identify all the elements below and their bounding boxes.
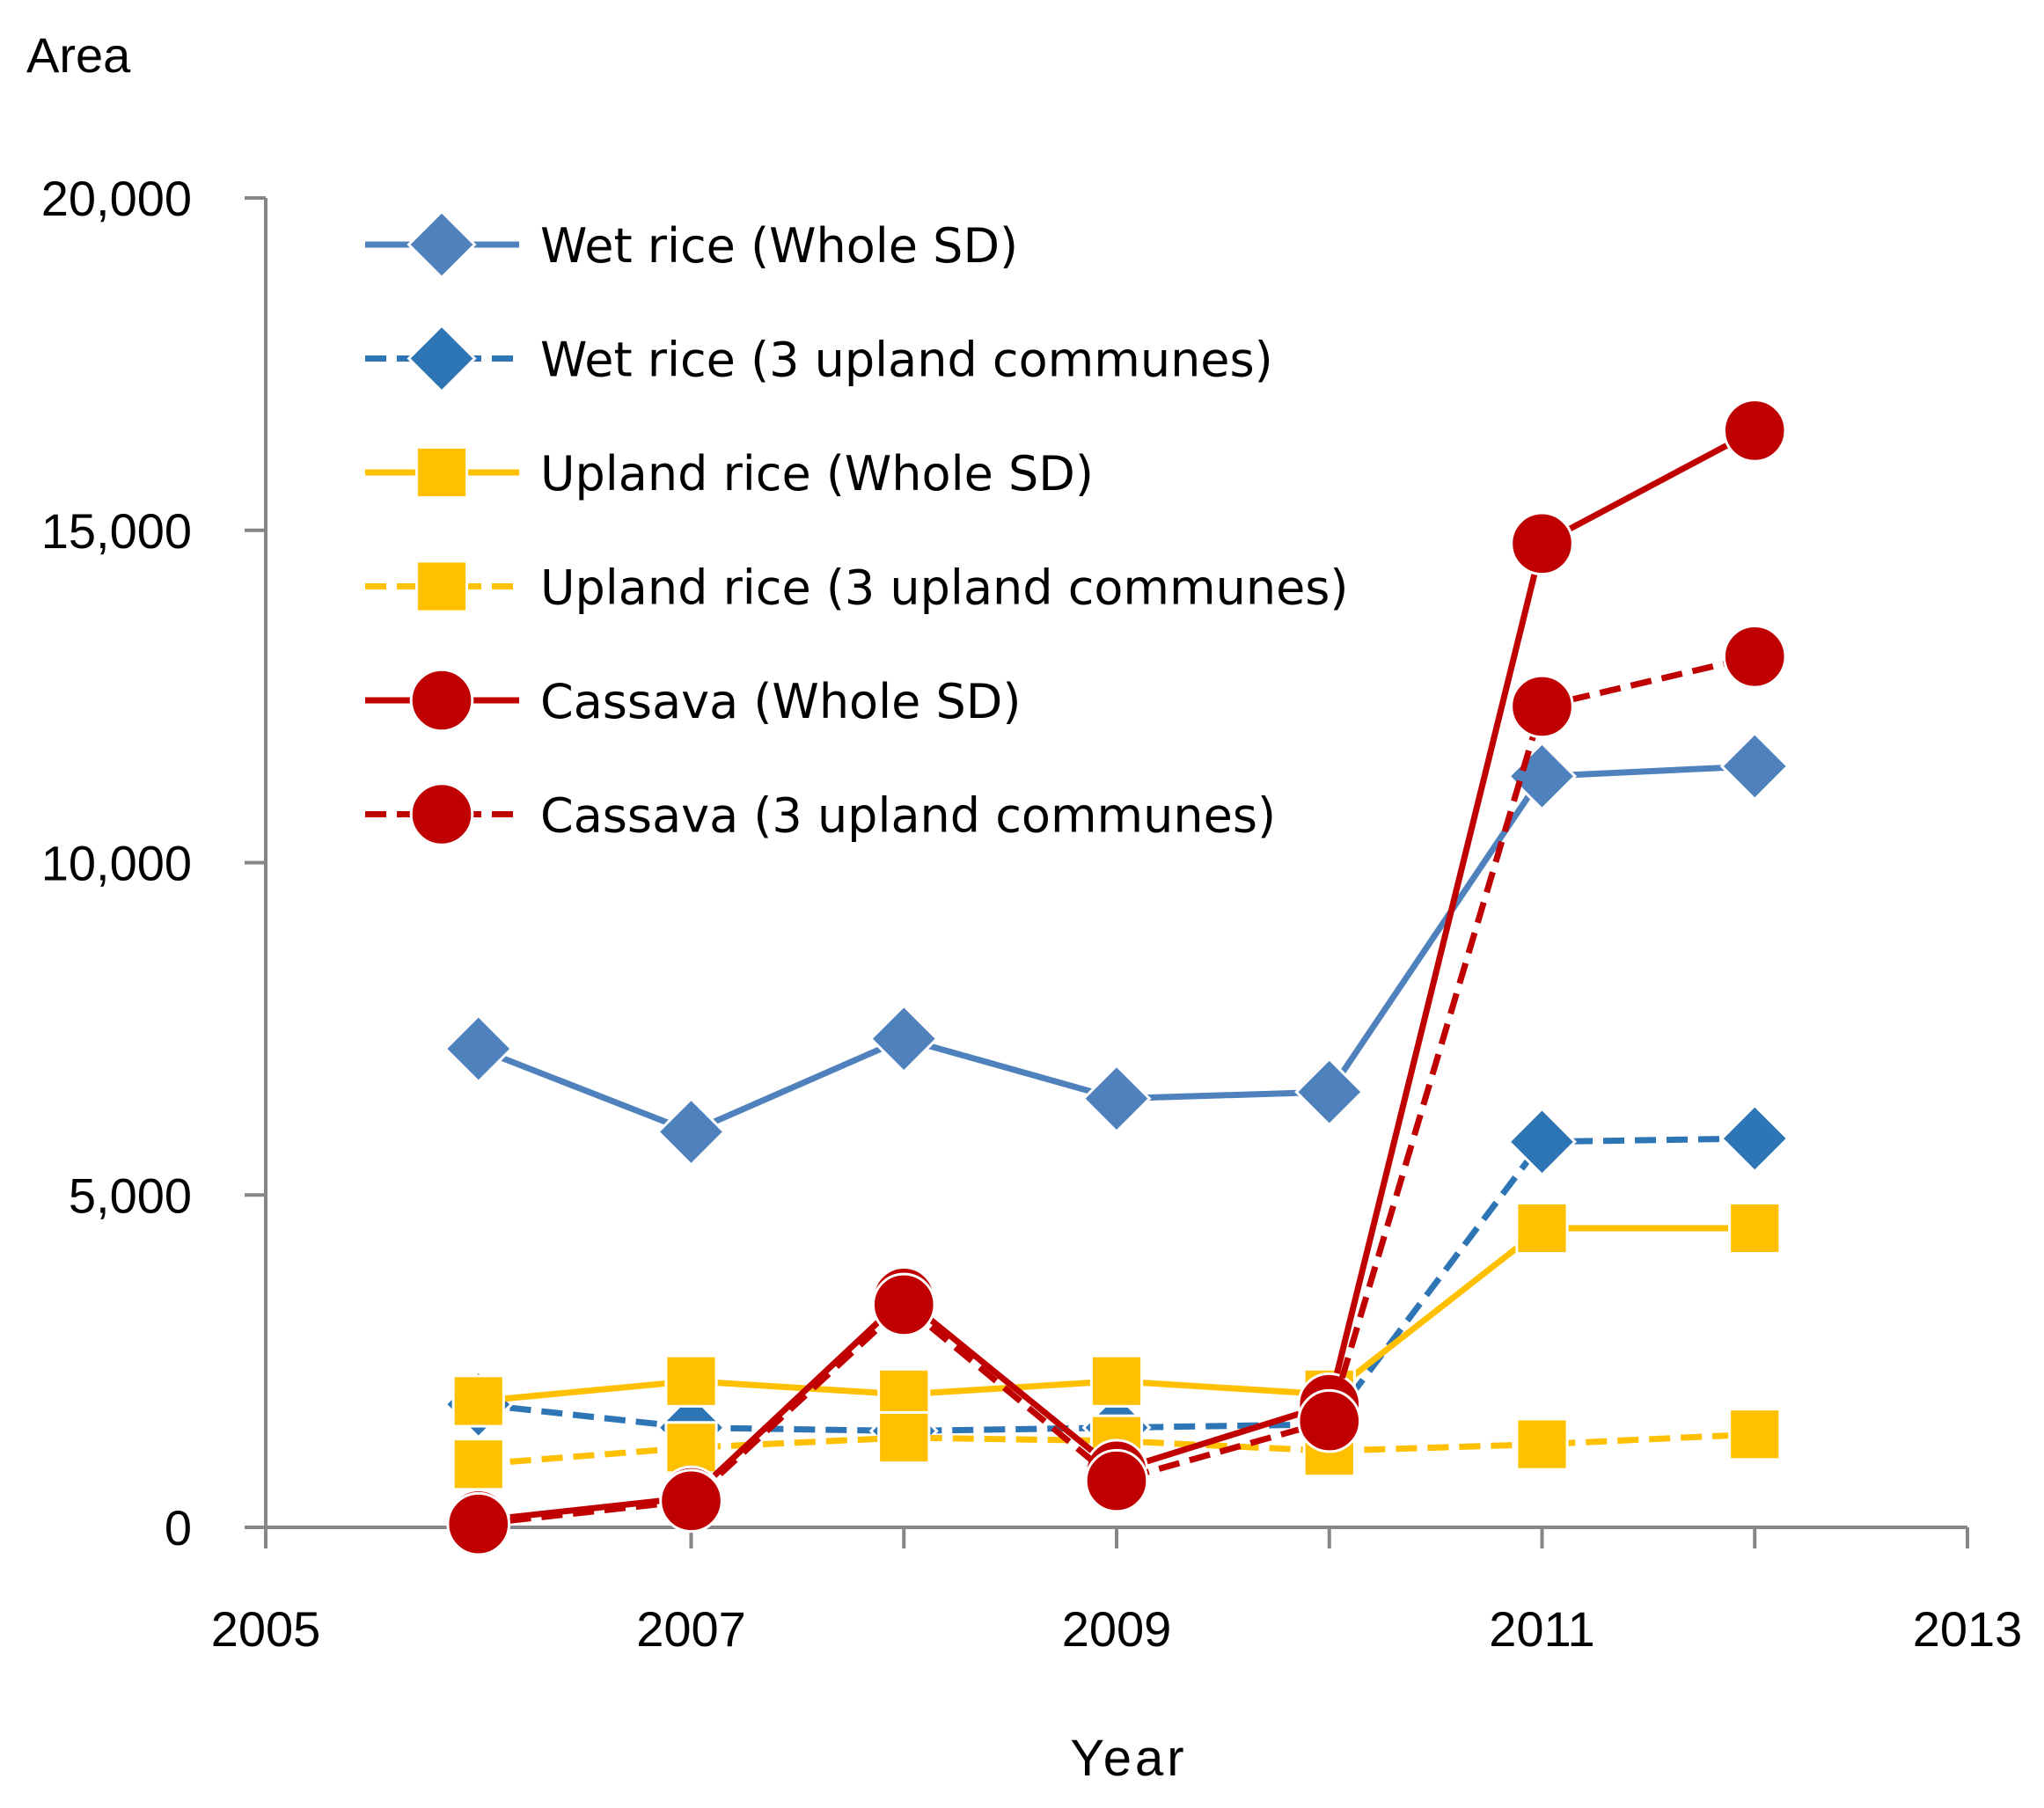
data-point — [1722, 399, 1787, 463]
data-point — [1506, 1107, 1578, 1177]
x-tick-label: 2007 — [636, 1601, 746, 1657]
data-point — [446, 1491, 511, 1556]
data-point — [664, 1354, 718, 1408]
y-tick-label: 5,000 — [69, 1168, 192, 1223]
data-point — [1722, 624, 1787, 689]
data-point — [1297, 1388, 1362, 1453]
data-point — [1719, 1103, 1790, 1174]
legend-label: Wet rice (3 upland communes) — [540, 333, 1273, 388]
x-tick-label: 2013 — [1913, 1601, 2023, 1657]
legend-item: Cassava (Whole SD) — [365, 668, 1021, 733]
x-ticks: 2005 2007 2009 2011 2013 — [211, 1527, 2023, 1657]
data-point — [1719, 731, 1790, 802]
data-point — [1294, 1057, 1365, 1127]
data-point — [1081, 1064, 1152, 1134]
legend-item: Wet rice (Whole SD) — [365, 209, 1018, 280]
data-point — [1515, 1201, 1569, 1255]
data-point — [656, 1096, 727, 1168]
legend-marker — [407, 209, 477, 280]
data-point — [868, 1004, 939, 1074]
data-point — [1089, 1354, 1144, 1408]
legend-label: Cassava (3 upland communes) — [540, 788, 1276, 844]
data-point — [1728, 1201, 1782, 1255]
data-point — [659, 1468, 723, 1534]
data-point — [664, 1421, 718, 1475]
legend-label: Wet rice (Whole SD) — [540, 218, 1018, 274]
data-point — [451, 1438, 505, 1491]
legend-item: Cassava (3 upland communes) — [365, 782, 1276, 846]
legend-marker — [409, 668, 474, 733]
data-point — [1084, 1448, 1149, 1513]
data-point — [1506, 741, 1578, 811]
data-point — [871, 1272, 936, 1337]
x-tick-label: 2005 — [211, 1601, 321, 1657]
series-0 — [443, 731, 1790, 1168]
series-5 — [446, 624, 1787, 1556]
y-axis-title: Area — [26, 27, 131, 83]
data-point — [1515, 1417, 1569, 1471]
legend-marker — [407, 323, 477, 394]
y-tick-label: 15,000 — [41, 503, 192, 559]
y-tick-label: 0 — [165, 1500, 192, 1555]
series-2 — [451, 1201, 1782, 1428]
x-tick-label: 2011 — [1489, 1601, 1594, 1657]
data-point — [877, 1410, 931, 1465]
data-point — [1728, 1408, 1782, 1461]
y-ticks: 0 5,000 10,000 15,000 20,000 — [41, 171, 266, 1555]
series-layer — [443, 399, 1790, 1556]
data-point — [1510, 674, 1574, 739]
legend-label: Upland rice (3 upland communes) — [540, 560, 1349, 616]
y-tick-label: 20,000 — [41, 171, 192, 226]
x-tick-label: 2009 — [1062, 1601, 1172, 1657]
data-point — [443, 1014, 514, 1084]
legend-marker — [414, 445, 469, 500]
series-1 — [443, 1103, 1790, 1467]
legend-label: Upland rice (Whole SD) — [540, 446, 1094, 501]
legend-marker — [409, 782, 474, 846]
legend-label: Cassava (Whole SD) — [540, 674, 1021, 729]
y-tick-label: 10,000 — [41, 836, 192, 891]
x-axis-title: Year — [1070, 1730, 1187, 1787]
legend-item: Upland rice (Whole SD) — [365, 445, 1094, 501]
legend: Wet rice (Whole SD) Wet rice (3 upland co… — [365, 209, 1349, 846]
data-point — [451, 1374, 505, 1428]
axes — [264, 198, 1967, 1529]
data-point — [1510, 511, 1574, 576]
legend-marker — [414, 560, 469, 613]
legend-item: Wet rice (3 upland communes) — [365, 323, 1273, 394]
legend-item: Upland rice (3 upland communes) — [365, 560, 1349, 616]
